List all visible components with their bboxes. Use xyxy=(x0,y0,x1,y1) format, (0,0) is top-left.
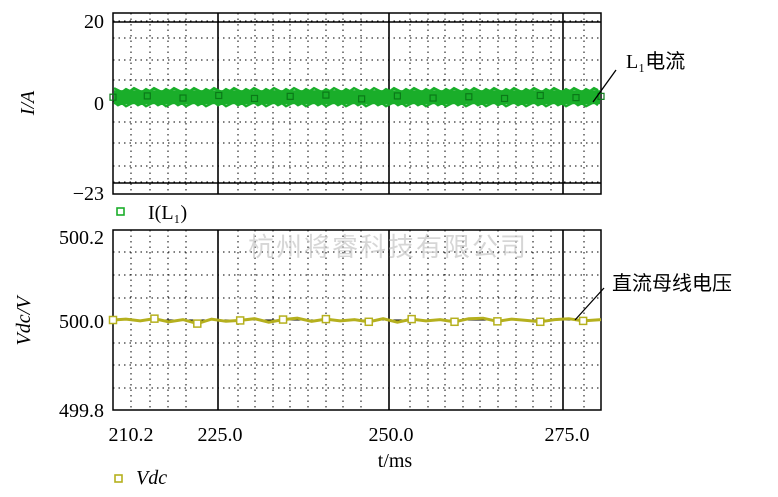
series-il1-point xyxy=(109,93,117,101)
top-ylabel: I/A xyxy=(17,90,39,116)
bottom-annotation-label: 直流母线电压 xyxy=(612,272,732,295)
series-il1-point xyxy=(536,91,544,100)
series-il1-point xyxy=(143,92,151,100)
series-vdc-line xyxy=(112,316,602,326)
top-ytick-20: 20 xyxy=(84,11,104,33)
series-vdc-point xyxy=(493,317,502,326)
series-vdc-point xyxy=(450,317,459,327)
xtick-275-0: 275.0 xyxy=(545,424,590,446)
series-il1-point xyxy=(286,92,294,100)
series-vdc-point xyxy=(278,315,288,324)
series-vdc-point xyxy=(407,314,416,324)
top-panel: 20 0 −23 I/A L₁电流 xyxy=(17,11,685,205)
top-annotation-label: L₁电流 xyxy=(626,50,685,73)
top-ytick-0: 0 xyxy=(94,93,104,115)
series-il1-point xyxy=(500,94,509,103)
series-il1-point xyxy=(358,95,366,103)
legend-marker-il1 xyxy=(116,207,125,216)
series-vdc-point xyxy=(536,317,545,327)
bottom-panel: 500.2 500.0 499.8 210.2 225.0 250.0 275.… xyxy=(13,227,732,472)
top-series xyxy=(109,86,605,108)
watermark: 杭州将睿科技有限公司 xyxy=(248,233,528,263)
xtick-250-0: 250.0 xyxy=(369,424,414,446)
bottom-ytick-499-8: 499.8 xyxy=(59,400,104,422)
series-vdc-point xyxy=(578,316,588,326)
xtick-210-2: 210.2 xyxy=(109,424,154,446)
legend-item-vdc: Vdc xyxy=(114,467,167,489)
series-il1-point xyxy=(465,93,473,101)
top-ytick-minus23: −23 xyxy=(73,183,104,205)
legend-label-il1: I(L₁) xyxy=(148,202,187,224)
legend-item-il1: I(L₁) xyxy=(116,202,187,224)
legend-marker-vdc xyxy=(114,474,123,483)
series-il1-point xyxy=(393,92,401,100)
bottom-annotation-leader xyxy=(574,287,605,321)
bottom-series xyxy=(108,314,602,328)
series-vdc-point xyxy=(364,317,374,327)
series-vdc-point xyxy=(150,314,159,323)
series-il1-point xyxy=(250,94,259,103)
series-vdc-point xyxy=(193,319,202,328)
series-vdc-point xyxy=(321,314,331,324)
series-il1-point xyxy=(215,91,223,100)
bottom-ylabel: Vdc/V xyxy=(13,294,35,346)
bottom-ytick-500-2: 500.2 xyxy=(59,227,104,249)
series-il1-point xyxy=(597,92,605,100)
series-il1-point xyxy=(429,94,437,102)
series-vdc-point xyxy=(235,316,245,325)
bottom-xlabel: t/ms xyxy=(378,450,413,472)
legend-label-vdc: Vdc xyxy=(136,467,167,489)
bottom-grid xyxy=(113,230,601,410)
top-annotation-leader xyxy=(592,69,617,103)
series-il1-point xyxy=(322,91,330,99)
top-grid xyxy=(113,13,601,194)
series-il1-edge-bottom xyxy=(113,100,599,108)
bottom-ytick-500-0: 500.0 xyxy=(59,311,104,333)
series-il1-point xyxy=(572,94,580,102)
xtick-225-0: 225.0 xyxy=(198,424,243,446)
series-il1-band xyxy=(114,90,600,105)
series-il1-point xyxy=(179,94,187,102)
series-vdc-point xyxy=(108,315,118,325)
series-il1-edge-top xyxy=(113,86,599,94)
